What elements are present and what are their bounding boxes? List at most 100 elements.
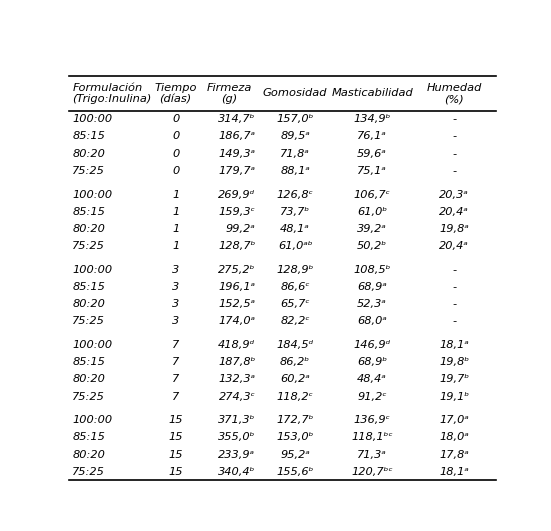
Text: -: -	[452, 114, 456, 124]
Text: 118,2ᶜ: 118,2ᶜ	[277, 391, 314, 401]
Text: 106,7ᶜ: 106,7ᶜ	[354, 190, 391, 200]
Text: -: -	[452, 316, 456, 327]
Text: 149,3ᵃ: 149,3ᵃ	[218, 149, 256, 159]
Text: 68,9ᵃ: 68,9ᵃ	[357, 282, 387, 292]
Text: 85:15: 85:15	[72, 132, 105, 141]
Text: 1: 1	[172, 224, 179, 234]
Text: Firmeza
(g): Firmeza (g)	[206, 82, 252, 104]
Text: 68,0ᵃ: 68,0ᵃ	[357, 316, 387, 327]
Text: 19,7ᵇ: 19,7ᵇ	[439, 374, 469, 384]
Text: 86,2ᵇ: 86,2ᵇ	[280, 357, 310, 367]
Text: 120,7ᵇᶜ: 120,7ᵇᶜ	[351, 467, 393, 477]
Text: 3: 3	[172, 265, 179, 275]
Text: 75:25: 75:25	[72, 391, 105, 401]
Text: 18,0ᵃ: 18,0ᵃ	[439, 432, 469, 442]
Text: 65,7ᶜ: 65,7ᶜ	[280, 299, 310, 309]
Text: 7: 7	[172, 391, 179, 401]
Text: 17,8ᵃ: 17,8ᵃ	[439, 450, 469, 460]
Text: 82,2ᶜ: 82,2ᶜ	[280, 316, 310, 327]
Text: -: -	[452, 166, 456, 176]
Text: 418,9ᵈ: 418,9ᵈ	[218, 340, 256, 350]
Text: 233,9ᵃ: 233,9ᵃ	[218, 450, 256, 460]
Text: 50,2ᵇ: 50,2ᵇ	[357, 241, 387, 251]
Text: 18,1ᵃ: 18,1ᵃ	[439, 340, 469, 350]
Text: 174,0ᵃ: 174,0ᵃ	[218, 316, 256, 327]
Text: 0: 0	[172, 166, 179, 176]
Text: 132,3ᵃ: 132,3ᵃ	[218, 374, 256, 384]
Text: 88,1ᵃ: 88,1ᵃ	[280, 166, 310, 176]
Text: 179,7ᵃ: 179,7ᵃ	[218, 166, 256, 176]
Text: 0: 0	[172, 149, 179, 159]
Text: 95,2ᵃ: 95,2ᵃ	[280, 450, 310, 460]
Text: 100:00: 100:00	[72, 114, 112, 124]
Text: 15: 15	[169, 450, 183, 460]
Text: 71,8ᵃ: 71,8ᵃ	[280, 149, 310, 159]
Text: 314,7ᵇ: 314,7ᵇ	[218, 114, 256, 124]
Text: 19,1ᵇ: 19,1ᵇ	[439, 391, 469, 401]
Text: 340,4ᵇ: 340,4ᵇ	[218, 467, 256, 477]
Text: 80:20: 80:20	[72, 450, 105, 460]
Text: 1: 1	[172, 241, 179, 251]
Text: 136,9ᶜ: 136,9ᶜ	[354, 415, 391, 425]
Text: -: -	[452, 132, 456, 141]
Text: 128,7ᵇ: 128,7ᵇ	[218, 241, 256, 251]
Text: 75,1ᵃ: 75,1ᵃ	[357, 166, 387, 176]
Text: 275,2ᵇ: 275,2ᵇ	[218, 265, 256, 275]
Text: 172,7ᵇ: 172,7ᵇ	[277, 415, 314, 425]
Text: 52,3ᵃ: 52,3ᵃ	[357, 299, 387, 309]
Text: 73,7ᵇ: 73,7ᵇ	[280, 207, 310, 217]
Text: -: -	[452, 265, 456, 275]
Text: 15: 15	[169, 467, 183, 477]
Text: 75:25: 75:25	[72, 316, 105, 327]
Text: Tiempo
(días): Tiempo (días)	[154, 82, 197, 104]
Text: 80:20: 80:20	[72, 224, 105, 234]
Text: 100:00: 100:00	[72, 265, 112, 275]
Text: 89,5ᵃ: 89,5ᵃ	[280, 132, 310, 141]
Text: 20,4ᵃ: 20,4ᵃ	[439, 241, 469, 251]
Text: 0: 0	[172, 132, 179, 141]
Text: 61,0ᵇ: 61,0ᵇ	[357, 207, 387, 217]
Text: -: -	[452, 149, 456, 159]
Text: 100:00: 100:00	[72, 340, 112, 350]
Text: 3: 3	[172, 316, 179, 327]
Text: 85:15: 85:15	[72, 207, 105, 217]
Text: 7: 7	[172, 340, 179, 350]
Text: 269,9ᵈ: 269,9ᵈ	[218, 190, 256, 200]
Text: 76,1ᵃ: 76,1ᵃ	[357, 132, 387, 141]
Text: 85:15: 85:15	[72, 357, 105, 367]
Text: 80:20: 80:20	[72, 149, 105, 159]
Text: Masticabilidad: Masticabilidad	[331, 88, 413, 98]
Text: 39,2ᵃ: 39,2ᵃ	[357, 224, 387, 234]
Text: 80:20: 80:20	[72, 299, 105, 309]
Text: 159,3ᶜ: 159,3ᶜ	[219, 207, 256, 217]
Text: 3: 3	[172, 299, 179, 309]
Text: 7: 7	[172, 357, 179, 367]
Text: 20,3ᵃ: 20,3ᵃ	[439, 190, 469, 200]
Text: 99,2ᵃ: 99,2ᵃ	[225, 224, 256, 234]
Text: -: -	[452, 282, 456, 292]
Text: 75:25: 75:25	[72, 166, 105, 176]
Text: 91,2ᶜ: 91,2ᶜ	[357, 391, 387, 401]
Text: 108,5ᵇ: 108,5ᵇ	[353, 265, 391, 275]
Text: 61,0ᵃᵇ: 61,0ᵃᵇ	[278, 241, 312, 251]
Text: 155,6ᵇ: 155,6ᵇ	[277, 467, 314, 477]
Text: 80:20: 80:20	[72, 374, 105, 384]
Text: 75:25: 75:25	[72, 241, 105, 251]
Text: 15: 15	[169, 415, 183, 425]
Text: 48,4ᵃ: 48,4ᵃ	[357, 374, 387, 384]
Text: 1: 1	[172, 207, 179, 217]
Text: Formulación
(Trigo:Inulina): Formulación (Trigo:Inulina)	[72, 82, 152, 104]
Text: 355,0ᵇ: 355,0ᵇ	[218, 432, 256, 442]
Text: 100:00: 100:00	[72, 415, 112, 425]
Text: 19,8ᵃ: 19,8ᵃ	[439, 224, 469, 234]
Text: 20,4ᵃ: 20,4ᵃ	[439, 207, 469, 217]
Text: 184,5ᵈ: 184,5ᵈ	[277, 340, 314, 350]
Text: 86,6ᶜ: 86,6ᶜ	[280, 282, 310, 292]
Text: 59,6ᵃ: 59,6ᵃ	[357, 149, 387, 159]
Text: 187,8ᵇ: 187,8ᵇ	[218, 357, 256, 367]
Text: 17,0ᵃ: 17,0ᵃ	[439, 415, 469, 425]
Text: 85:15: 85:15	[72, 282, 105, 292]
Text: 196,1ᵃ: 196,1ᵃ	[218, 282, 256, 292]
Text: 153,0ᵇ: 153,0ᵇ	[277, 432, 314, 442]
Text: 157,0ᵇ: 157,0ᵇ	[277, 114, 314, 124]
